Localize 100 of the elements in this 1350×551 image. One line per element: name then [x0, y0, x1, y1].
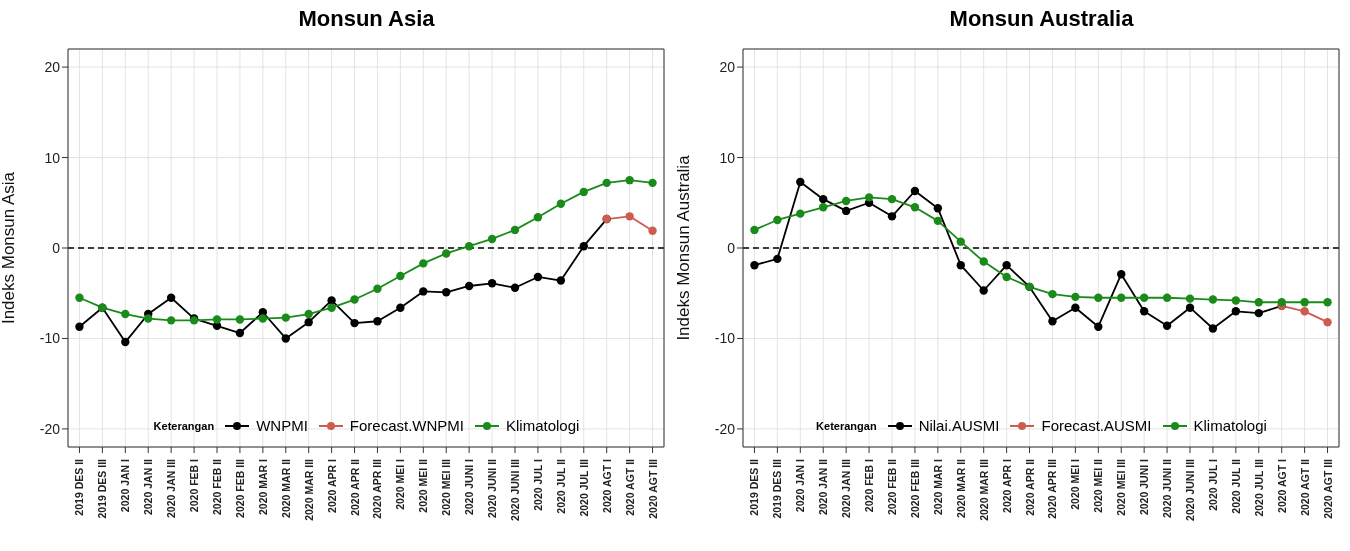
point [166, 316, 176, 325]
point [75, 293, 84, 302]
x-tick-label: 2020 JAN I [794, 458, 807, 513]
point [464, 281, 474, 291]
point [1323, 317, 1332, 327]
point [487, 279, 497, 288]
point [1231, 307, 1241, 316]
x-tick-label: 2020 FEB I [863, 458, 876, 513]
x-tick-label: 2020 APR II [1023, 458, 1036, 516]
y-tick-label: 0 [727, 239, 736, 256]
x-tick-label: 2020 MAR III [977, 458, 990, 521]
legend-label: Forecast.WNPMI [349, 417, 464, 434]
point [487, 234, 497, 244]
y-tick-label: 20 [719, 59, 736, 76]
x-tick-label: 2020 JUNI III [1184, 458, 1196, 521]
x-tick-label: 2020 JAN II [142, 458, 155, 516]
x-tick-label: 2020 MAR III [302, 458, 315, 521]
point [1185, 303, 1195, 312]
x-tick-label: 2020 JAN III [165, 458, 178, 518]
x-tick-label: 2020 FEB I [188, 458, 201, 513]
point [1277, 298, 1286, 307]
point [1162, 293, 1172, 302]
point [556, 276, 566, 285]
x-tick-label: 2020 JAN III [840, 458, 853, 518]
point [887, 194, 897, 204]
legend-title: Keterangan [816, 419, 877, 432]
point [442, 288, 451, 297]
point [1139, 307, 1149, 316]
y-tick-label: -20 [39, 420, 61, 437]
x-tick-label: 2020 APR I [1000, 458, 1013, 513]
x-tick-label: 2019 DES II [748, 458, 761, 516]
x-tick-label: 2020 MEI III [440, 458, 453, 516]
chart-title: Monsun Australia [948, 6, 1135, 32]
x-tick-label: 2020 APR III [1046, 458, 1059, 519]
x-tick-label: 2019 DES II [73, 458, 86, 516]
point [121, 309, 130, 319]
point [750, 260, 759, 270]
point [1254, 298, 1263, 307]
x-tick-label: 2020 AGT I [600, 458, 613, 513]
point [579, 187, 588, 197]
point [773, 254, 782, 264]
x-tick-label: 2020 JUNI II [486, 458, 499, 518]
x-tick-label: 2020 JUL III [577, 458, 590, 517]
point [533, 272, 543, 282]
x-tick-label: 2020 JUL II [554, 458, 567, 514]
y-tick-label: -20 [714, 420, 736, 437]
point [281, 313, 290, 322]
point [1048, 317, 1057, 326]
point [1094, 322, 1103, 331]
x-tick-label: 2020 MEI I [394, 458, 407, 510]
point [796, 209, 805, 218]
point [166, 293, 176, 302]
point [373, 284, 382, 293]
point [1071, 292, 1080, 302]
point [841, 206, 851, 216]
x-tick-label: 2020 JUNI II [1161, 458, 1174, 518]
y-axis-title: Indeks Monsun Australia [674, 154, 694, 341]
x-tick-label: 2020 MEI III [1115, 458, 1128, 516]
point [396, 271, 405, 281]
y-tick-label: 20 [44, 59, 61, 76]
x-tick-label: 2020 MEI I [1069, 458, 1082, 510]
x-tick-label: 2020 AGT II [623, 458, 636, 516]
point [1185, 294, 1195, 303]
point [887, 212, 897, 221]
point [419, 287, 428, 296]
point [750, 225, 759, 235]
point [1162, 321, 1172, 330]
point [819, 203, 828, 212]
point [1094, 293, 1103, 302]
y-tick-label: 0 [52, 239, 61, 256]
y-tick-label: -10 [39, 330, 61, 347]
x-tick-label: 2020 JUNI III [509, 458, 521, 521]
x-tick-label: 2020 JUNI I [463, 458, 476, 516]
x-tick-label: 2020 AGT III [1321, 458, 1334, 519]
point [419, 259, 428, 268]
x-tick-label: 2020 MEI II [417, 458, 430, 513]
point [281, 334, 290, 343]
point [773, 215, 782, 225]
point [1117, 293, 1126, 302]
point [327, 296, 336, 305]
point [1048, 289, 1057, 299]
x-tick-label: 2020 AGT III [646, 458, 659, 519]
point [602, 178, 611, 188]
point [1231, 296, 1241, 305]
x-tick-label: 2020 FEB III [233, 458, 246, 518]
point [533, 213, 543, 222]
point [1208, 324, 1218, 333]
y-tick-label: 10 [719, 149, 736, 166]
point [648, 178, 657, 188]
point [396, 303, 405, 312]
legend-title: Keterangan [153, 419, 215, 432]
point [956, 237, 965, 246]
x-tick-label: 2020 MAR II [954, 458, 967, 518]
x-tick-label: 2020 JUL II [1229, 458, 1242, 514]
x-tick-label: 2020 JAN II [817, 458, 830, 516]
point [1300, 307, 1309, 316]
point [819, 194, 828, 204]
x-tick-label: 2020 JAN I [119, 458, 132, 513]
point [304, 309, 313, 319]
point [1300, 298, 1309, 307]
